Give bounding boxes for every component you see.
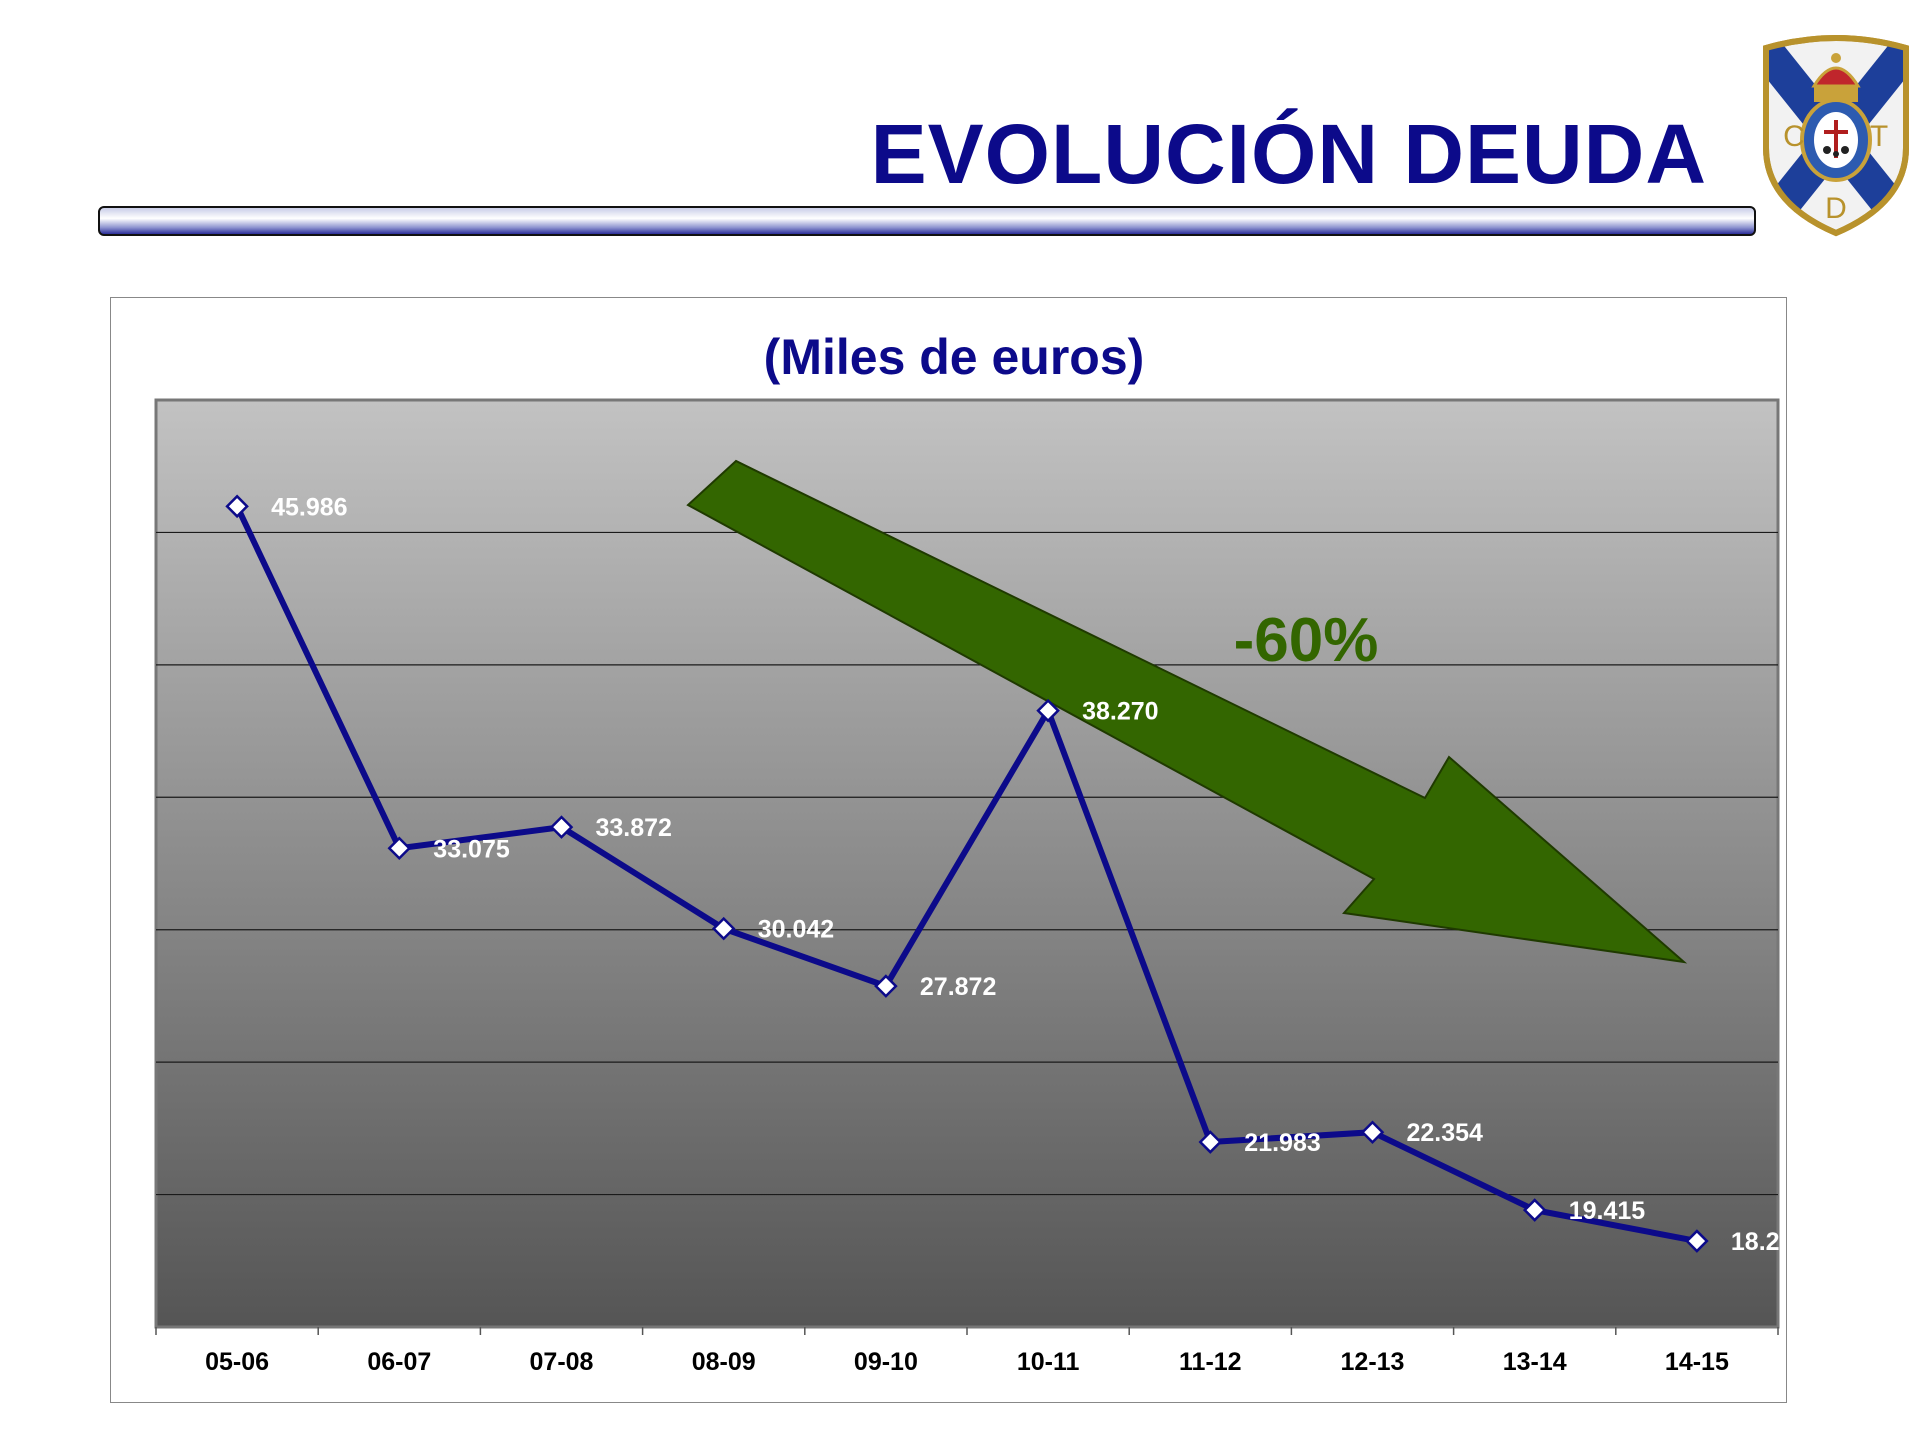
debt-series-line [234,505,1698,1245]
x-tick-label-05-06: 05-06 [205,1348,269,1376]
data-label-08-09: 30.042 [758,916,834,944]
data-point-12-13 [1360,1120,1385,1144]
data-point-11-12 [1198,1130,1223,1154]
x-tick-label-12-13: 12-13 [1341,1348,1405,1376]
data-label-13-14: 19.415 [1569,1197,1646,1225]
data-point-09-10 [874,974,898,998]
title-underline-bar [98,206,1756,236]
x-tick-label-14-15: 14-15 [1665,1348,1729,1376]
data-point-14-15 [1685,1229,1709,1253]
data-label-11-12: 21.983 [1244,1129,1320,1157]
data-point-06-07 [387,836,412,861]
x-axis [155,1326,1779,1335]
x-tick-label-13-14: 13-14 [1503,1348,1567,1376]
crest-letter-c: C [1783,120,1805,153]
data-labels: 45.986 33.075 33.872 30.042 27.872 38.270 21.9… [271,493,1807,1256]
x-tick-label-10-11: 10-11 [1017,1348,1080,1376]
data-point-05-06 [225,494,249,519]
data-label-06-07: 33.075 [433,835,510,863]
downward-trend-arrow [686,459,1688,964]
x-tick-label-11-12: 11-12 [1179,1348,1242,1376]
data-point-08-09 [711,916,736,941]
crest-letter-t: T [1870,120,1888,153]
data-label-12-13: 22.354 [1407,1119,1484,1147]
x-tick-label-08-09: 08-09 [692,1348,756,1376]
data-point-13-14 [1522,1198,1547,1222]
crest-letter-d: D [1825,192,1847,225]
x-tick-labels: 05-06 06-07 07-08 08-09 09-10 10-11 11-12 12-13… [205,1348,1729,1376]
slide-title: EVOLUCIÓN DEUDA [870,107,1707,201]
data-point-10-11 [1036,698,1060,723]
chart-frame: (Miles de euros) -60% 45.986 33.075 33.872… [110,297,1807,1403]
data-label-07-08: 33.872 [596,814,672,842]
data-markers [225,494,1709,1253]
data-label-10-11: 38.270 [1082,698,1158,726]
x-tick-label-06-07: 06-07 [367,1348,431,1376]
data-label-09-10: 27.872 [920,973,996,1001]
percent-change-label: -60% [1234,606,1379,675]
chart-title: (Miles de euros) [764,329,1145,385]
debt-line-chart: (Miles de euros) -60% 45.986 33.075 33.872… [154,329,1807,1376]
data-label-14-15: 18.245 [1731,1228,1786,1256]
data-point-07-08 [549,815,574,839]
x-tick-label-09-10: 09-10 [854,1348,918,1376]
x-tick-label-07-08: 07-08 [530,1348,594,1376]
data-label-05-06: 45.986 [271,493,347,521]
club-crest-logo: C T D [1763,35,1909,237]
